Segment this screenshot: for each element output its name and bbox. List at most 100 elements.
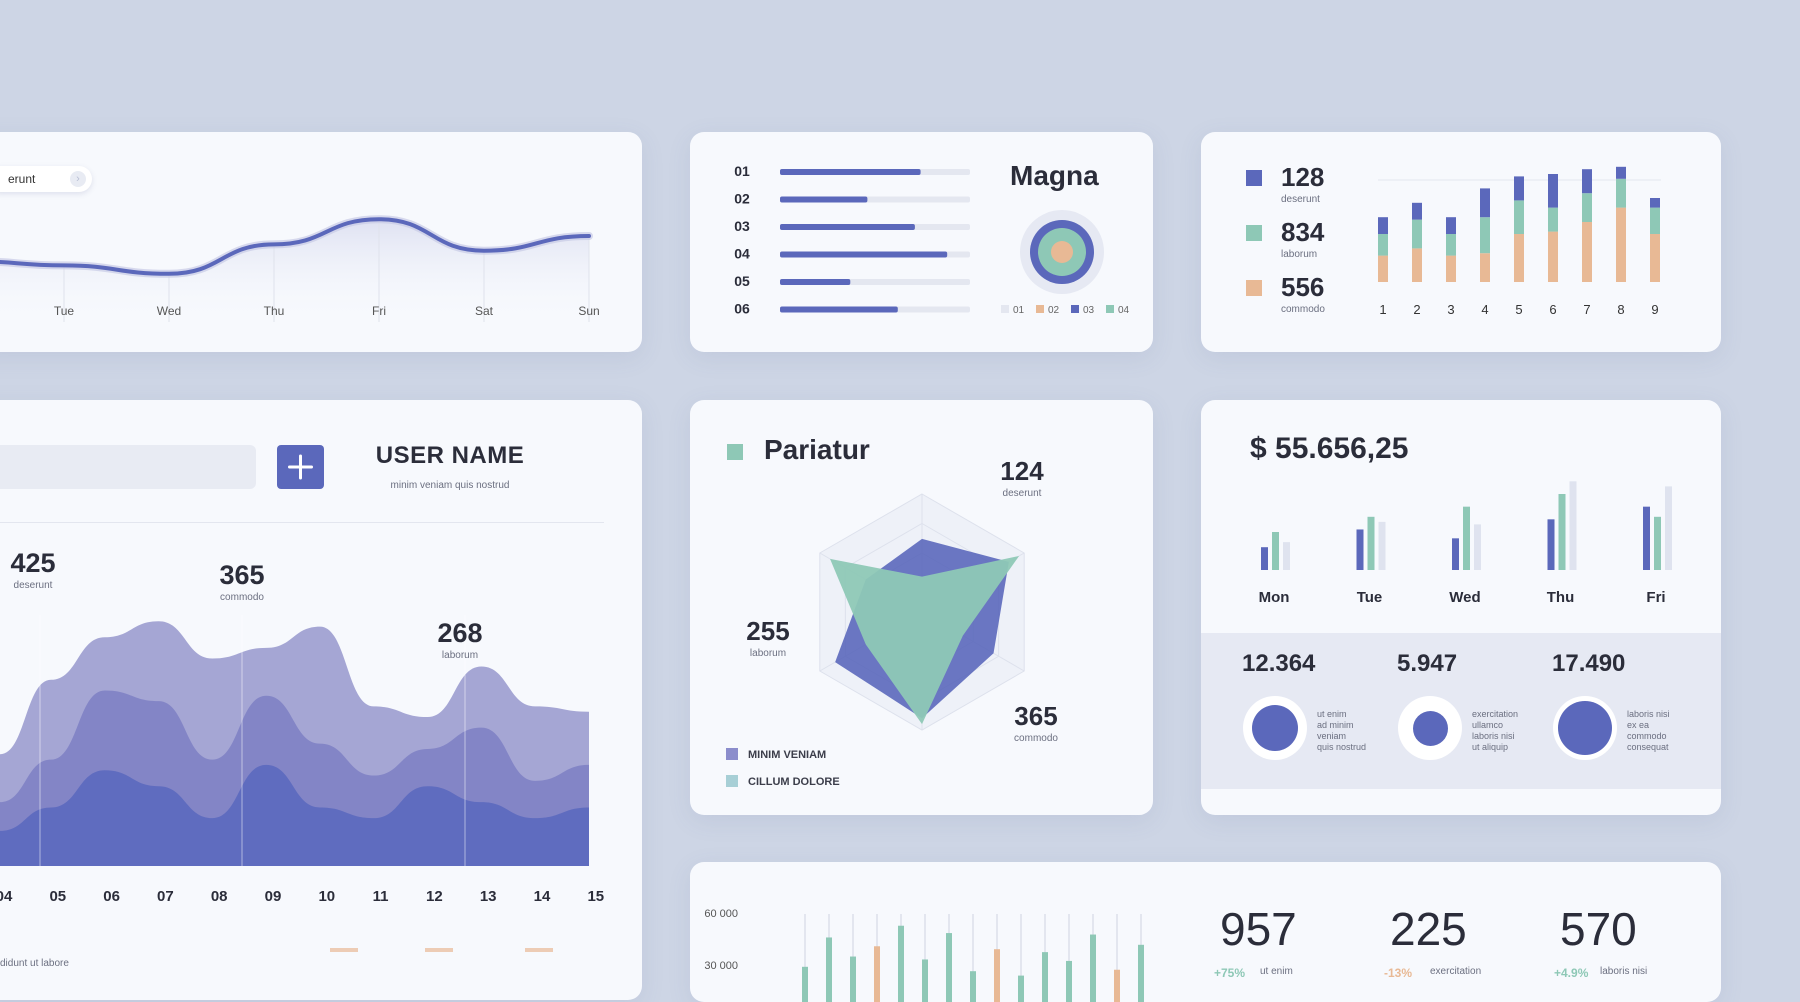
bottom-card: 60 000 30 000 957 +75% ut enim 225 -13% exerci… <box>690 862 1721 1002</box>
bottom-bar <box>826 937 832 1002</box>
weekday-label: Tue <box>1357 589 1383 606</box>
weekday-bar <box>1378 521 1386 570</box>
stacked-bar-segment <box>1480 253 1490 282</box>
stat-description-line: ex ea <box>1627 720 1650 730</box>
bottom-bar <box>1042 952 1048 1002</box>
stat-swatch <box>1246 225 1262 241</box>
stat-description: exercitation ullamco laboris nisi ut aliqui… <box>1472 709 1518 753</box>
x-tick-label: 12 <box>426 888 443 905</box>
x-tick-label: 1 <box>1379 302 1386 317</box>
stacked-bar-segment <box>1650 207 1660 234</box>
stacked-bar-segment <box>1582 169 1592 194</box>
legend-label: 02 <box>1048 305 1060 316</box>
weekday-bar <box>1356 529 1364 570</box>
stat-swatch <box>1246 170 1262 186</box>
bar-fill <box>780 196 868 203</box>
x-tick-label: 3 <box>1447 302 1454 317</box>
weekday-bar <box>1283 542 1290 570</box>
progress-fill <box>1252 705 1298 751</box>
x-tick-label: 04 <box>0 888 13 905</box>
search-input[interactable] <box>0 445 256 489</box>
weekday-bar <box>1547 519 1555 570</box>
x-tick-label: 10 <box>318 888 335 905</box>
weekday-bar <box>1654 516 1661 570</box>
stat-swatch <box>1246 280 1262 296</box>
stacked-bar-segment <box>1378 217 1388 234</box>
bottom-bar <box>970 971 976 1002</box>
wave-day-label: Sun <box>578 304 599 318</box>
pariatur-title: Pariatur <box>764 434 870 465</box>
weekday-bar <box>1463 506 1470 570</box>
add-button[interactable] <box>277 445 324 489</box>
stat-description: laboris nisi ex ea commodo consequat <box>1627 709 1670 753</box>
weekday-bar <box>1665 486 1672 570</box>
stat-value: 17.490 <box>1552 650 1626 677</box>
radar-label: commodo <box>1014 733 1058 744</box>
stat-value: 225 <box>1390 903 1467 955</box>
stat-label: exercitation <box>1430 966 1482 977</box>
bar-row-label: 01 <box>734 163 750 179</box>
user-card: USER NAME minim veniam quis nostrud 04 05… <box>0 400 642 1000</box>
user-name: USER NAME <box>375 442 525 469</box>
bar-fill <box>780 279 851 285</box>
stat-value: 834 <box>1281 217 1325 247</box>
stacked-bar-segment <box>1650 234 1660 282</box>
stacked-bar-segment <box>1446 234 1456 256</box>
stat-description-line: quis nostrud <box>1317 742 1367 752</box>
wave-area <box>0 219 589 322</box>
bottom-bar <box>802 966 808 1002</box>
legend-swatch <box>1071 305 1079 313</box>
legend-swatch <box>1106 305 1114 313</box>
radar-chart: 124 deserunt 255 laborum 365 commodo MINIM VEN… <box>726 456 1058 788</box>
bar-row-label: 06 <box>734 301 750 317</box>
x-tick-label: 11 <box>373 888 389 905</box>
wave-day-label: Wed <box>157 304 181 318</box>
stat-description-line: laboris nisi <box>1627 709 1670 719</box>
weekday-label: Thu <box>1547 589 1575 606</box>
bottom-bar <box>1066 960 1072 1002</box>
x-tick-label: 6 <box>1549 302 1556 317</box>
filter-pill[interactable]: erunt › <box>0 166 92 192</box>
weekday-label: Wed <box>1449 589 1480 606</box>
bottom-bar <box>922 959 928 1002</box>
stat-delta: +4.9% <box>1554 966 1589 980</box>
progress-circle <box>1553 696 1617 760</box>
stat-value: 128 <box>1281 162 1325 192</box>
x-tick-label: 05 <box>49 888 66 905</box>
progress-circle <box>1243 696 1307 760</box>
x-tick-label: 07 <box>157 888 174 905</box>
bottom-bar <box>1018 975 1024 1002</box>
money-stats-panel: 12.364 ut enim ad minim veniam quis nostrud 5… <box>1201 633 1721 789</box>
x-tick-label: 15 <box>587 888 604 905</box>
weekday-bar <box>1643 506 1650 570</box>
x-tick-label: 8 <box>1617 302 1624 317</box>
plus-icon <box>288 454 313 480</box>
x-tick-label: 13 <box>480 888 497 905</box>
stack-card: 128 deserunt 834 laborum 556 commodo 1 2 3 4 5 6 7 8… <box>1201 132 1721 352</box>
wave-day-label: Fri <box>372 304 386 318</box>
stacked-bar-segment <box>1616 166 1626 179</box>
stat-delta: -13% <box>1384 966 1413 980</box>
progress-circle <box>1398 696 1462 760</box>
stat-label: deserunt <box>1281 194 1320 205</box>
chevron-right-icon: › <box>70 171 86 187</box>
stacked-bar-chart: 1 2 3 4 5 6 7 8 9 <box>1378 166 1661 317</box>
wave-day-label: Sat <box>475 304 494 318</box>
stat-description-line: ut aliquip <box>1472 742 1509 752</box>
legend-swatch <box>726 775 738 787</box>
total-amount: $ 55.656,25 <box>1250 432 1409 465</box>
weekday-label: Fri <box>1646 589 1665 606</box>
bar-row-label: 04 <box>734 246 750 262</box>
bar-fill <box>780 306 898 313</box>
x-tick-label: 7 <box>1583 302 1590 317</box>
y-tick-label: 60 000 <box>704 908 738 920</box>
radar-value: 255 <box>746 616 789 646</box>
y-tick-label: 30 000 <box>704 960 738 972</box>
x-tick-label: 14 <box>534 888 551 905</box>
stat-label: commodo <box>1281 304 1325 315</box>
wave-line-chart: Tue Wed Thu Fri Sat Sun <box>0 215 600 322</box>
weekday-bar <box>1367 516 1375 570</box>
peak-label: laborum <box>442 650 478 661</box>
stacked-bar-segment <box>1480 217 1490 254</box>
legend-label: CILLUM DOLORE <box>748 776 840 788</box>
